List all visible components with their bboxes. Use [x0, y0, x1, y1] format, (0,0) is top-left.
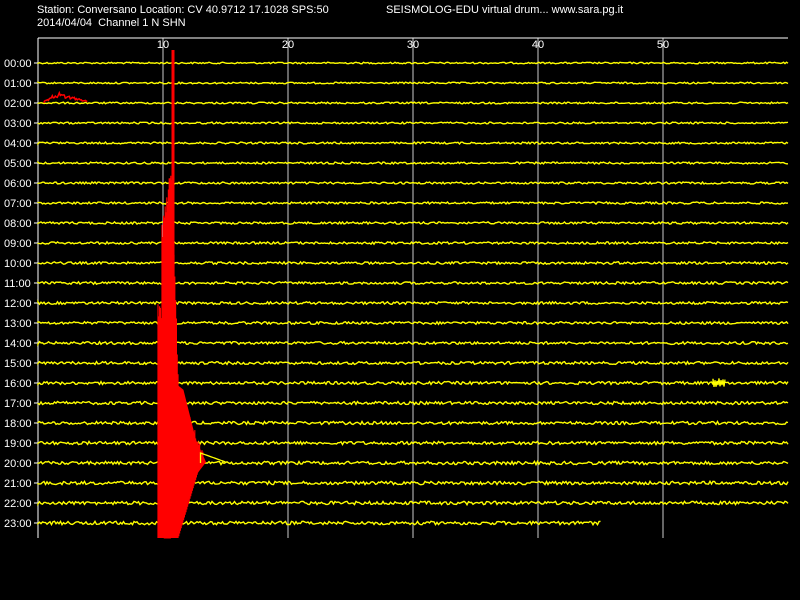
hour-labels: 00:00 01:00 02:00 03:00 04:00 05:00 06:00 07:00… — [4, 58, 32, 530]
hour-label-2200: 22:00 — [4, 498, 32, 510]
hour-label-1100: 11:00 — [4, 278, 31, 290]
trace-row-0800 — [37, 220, 789, 226]
hour-label-2100: 21:00 — [4, 478, 32, 490]
x-tick-label-30: 30 — [407, 39, 419, 51]
hour-label-0000: 00:00 — [4, 58, 32, 70]
station-info: Station: Conversano Location: CV 40.9712… — [37, 4, 329, 16]
hour-label-1300: 13:00 — [4, 318, 32, 330]
x-tick-label-40: 40 — [532, 39, 544, 51]
trace-row-0000 — [37, 61, 789, 65]
x-tick-label-10: 10 — [157, 39, 169, 51]
trace-row-2300 — [37, 519, 601, 527]
trace-row-0500 — [37, 160, 789, 166]
hour-label-1500: 15:00 — [4, 358, 32, 370]
hour-label-0300: 03:00 — [4, 118, 32, 130]
trace-row-0600 — [37, 180, 789, 186]
hour-label-0800: 08:00 — [4, 218, 32, 230]
hour-label-1800: 18:00 — [4, 418, 32, 430]
hour-label-0200: 02:00 — [4, 98, 32, 110]
hour-label-0400: 04:00 — [4, 138, 32, 150]
hour-label-1700: 17:00 — [4, 398, 32, 410]
x-tick-label-20: 20 — [282, 39, 294, 51]
hour-label-0700: 07:00 — [4, 198, 32, 210]
earthquake-coda — [163, 379, 207, 539]
app-title: SEISMOLOG-EDU virtual drum... www.sara.p… — [386, 4, 624, 16]
trace-row-0200 — [37, 101, 789, 105]
hour-label-0900: 09:00 — [4, 238, 32, 250]
x-tick-label-50: 50 — [657, 39, 669, 51]
trace-row-0700 — [37, 200, 789, 206]
hour-label-2000: 20:00 — [4, 458, 32, 470]
hour-label-2300: 23:00 — [4, 518, 32, 530]
coda-tail-2000 — [199, 452, 226, 463]
hour-label-0100: 01:00 — [4, 78, 32, 90]
trace-row-0400 — [37, 141, 789, 146]
minor-burst-1600 — [712, 378, 726, 388]
hour-label-0500: 05:00 — [4, 158, 32, 170]
hour-label-1600: 16:00 — [4, 378, 32, 390]
hour-label-1900: 19:00 — [4, 438, 32, 450]
hour-label-1000: 10:00 — [4, 258, 32, 270]
hour-label-1400: 14:00 — [4, 338, 32, 350]
date-channel-info: 2014/04/04 Channel 1 N SHN — [37, 17, 186, 29]
hour-label-0600: 06:00 — [4, 178, 32, 190]
hour-label-1200: 12:00 — [4, 298, 32, 310]
x-tick-labels: 10 20 30 40 50 — [157, 39, 669, 51]
trace-row-0100 — [37, 81, 789, 85]
earthquake-event — [43, 50, 726, 539]
trace-row-0300 — [37, 121, 789, 125]
minor-event-0200 — [43, 90, 88, 104]
